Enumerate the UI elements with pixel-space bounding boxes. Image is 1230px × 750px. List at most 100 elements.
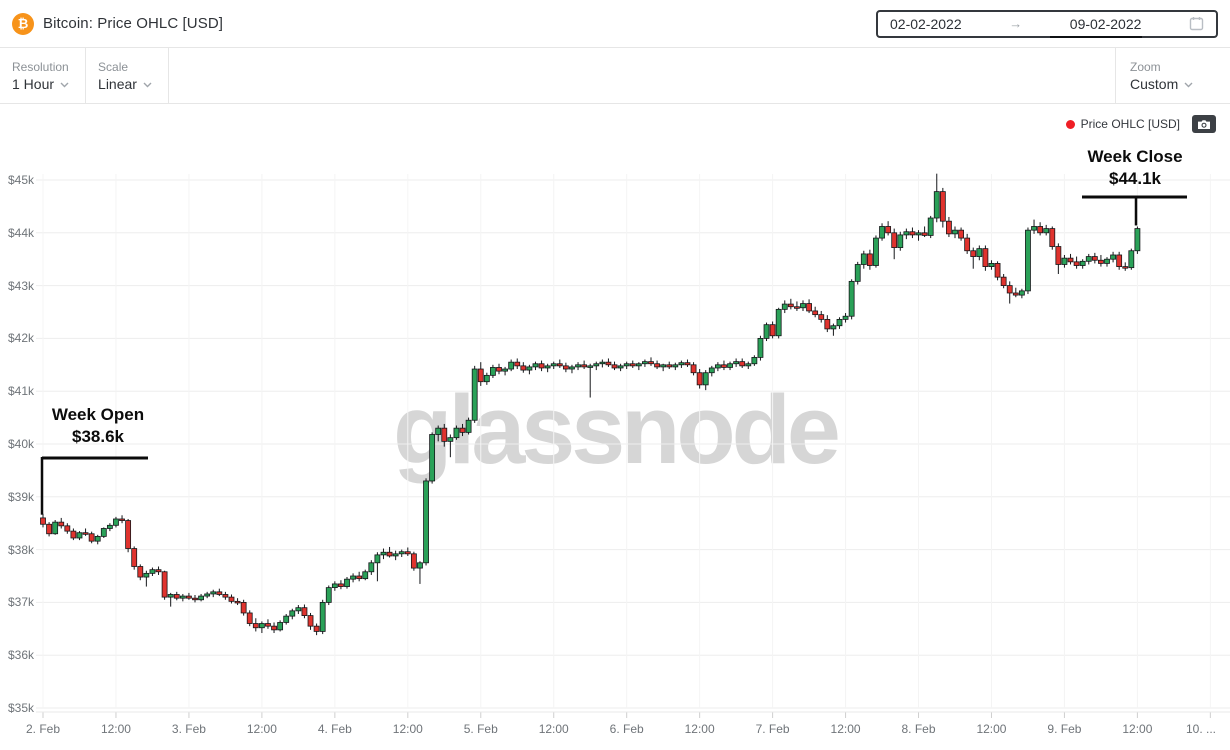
candle-body bbox=[958, 229, 964, 239]
candle-body bbox=[581, 364, 588, 368]
candle-body bbox=[562, 365, 569, 370]
candle-body bbox=[106, 524, 113, 529]
y-axis-label: $38k bbox=[8, 542, 35, 557]
candle-body bbox=[556, 363, 563, 367]
candle-body bbox=[477, 368, 484, 383]
candle-body bbox=[210, 591, 217, 595]
candle-body bbox=[216, 591, 223, 595]
scale-dropdown[interactable]: Scale Linear bbox=[86, 48, 169, 103]
candle-body bbox=[496, 367, 502, 372]
x-axis-label: 8. Feb bbox=[901, 722, 936, 736]
candle-body bbox=[745, 363, 752, 367]
y-axis-label: $39k bbox=[8, 489, 35, 504]
candle-body bbox=[137, 566, 144, 578]
page-title: Bitcoin: Price OHLC [USD] bbox=[43, 15, 224, 32]
candle-body bbox=[1122, 266, 1129, 269]
zoom-label: Zoom bbox=[1130, 59, 1161, 74]
chevron-down-icon bbox=[1184, 82, 1193, 87]
x-axis-label: 7. Feb bbox=[755, 722, 790, 736]
candle-body bbox=[866, 253, 873, 266]
candle-body bbox=[1104, 258, 1110, 264]
candle-body bbox=[964, 237, 971, 252]
candle-body bbox=[678, 362, 685, 366]
candle-body bbox=[721, 364, 727, 368]
candle-body bbox=[897, 234, 904, 248]
candle-body bbox=[453, 427, 460, 439]
candle-body bbox=[909, 231, 916, 236]
candle-body bbox=[1025, 229, 1031, 292]
candle-body bbox=[398, 551, 405, 555]
date-start-input[interactable]: 02-02-2022 bbox=[890, 15, 962, 32]
candle-body bbox=[970, 250, 977, 257]
candle-body bbox=[1061, 257, 1068, 265]
candle-body bbox=[100, 528, 107, 537]
candle-body bbox=[629, 363, 636, 367]
candle-body bbox=[258, 623, 265, 629]
candle-body bbox=[1006, 285, 1013, 294]
candle-body bbox=[1012, 292, 1019, 296]
y-axis-label: $45k bbox=[8, 173, 35, 187]
candle-body bbox=[830, 325, 837, 330]
x-axis-label: 12:00 bbox=[246, 722, 277, 736]
candle-body bbox=[593, 363, 600, 367]
candle-body bbox=[672, 364, 679, 368]
candle-body bbox=[514, 361, 521, 367]
candle-body bbox=[739, 361, 746, 367]
candle-body bbox=[642, 361, 648, 365]
candle-body bbox=[982, 248, 989, 267]
y-axis-label: $41k bbox=[8, 384, 35, 399]
date-end-input[interactable]: 09-02-2022 bbox=[1069, 15, 1142, 32]
candle-body bbox=[234, 600, 241, 604]
candle-body bbox=[769, 324, 776, 337]
candle-body bbox=[173, 594, 180, 599]
candle-body bbox=[921, 232, 928, 236]
camera-button[interactable] bbox=[1192, 115, 1216, 133]
candle-body bbox=[1055, 246, 1062, 265]
candle-body bbox=[1098, 259, 1104, 264]
candle-body bbox=[1134, 228, 1141, 252]
candle-body bbox=[252, 623, 259, 629]
candle-body bbox=[179, 595, 186, 599]
candle-body bbox=[380, 551, 387, 556]
candle-body bbox=[192, 597, 198, 601]
candle-body bbox=[313, 625, 320, 632]
candle-body bbox=[1128, 250, 1135, 269]
candle-body bbox=[386, 551, 393, 557]
resolution-dropdown[interactable]: Resolution 1 Hour bbox=[0, 48, 87, 103]
candle-body bbox=[903, 231, 910, 236]
bitcoin-icon: ₿ bbox=[12, 12, 34, 35]
candle-body bbox=[714, 364, 721, 369]
zoom-value: Custom bbox=[1130, 75, 1179, 92]
candle-body bbox=[410, 553, 417, 569]
resolution-label: Resolution bbox=[12, 59, 69, 74]
y-axis-label: $35k bbox=[8, 701, 35, 715]
zoom-dropdown[interactable]: Zoom Custom bbox=[1115, 48, 1230, 103]
candle-body bbox=[617, 365, 624, 369]
legend-label: Price OHLC [USD] bbox=[1080, 117, 1180, 131]
candle-body bbox=[873, 237, 879, 266]
legend-item-price-ohlc[interactable]: Price OHLC [USD] bbox=[1065, 117, 1180, 131]
candle-body bbox=[58, 521, 65, 527]
candle-body bbox=[447, 437, 454, 442]
calendar-icon[interactable] bbox=[1189, 16, 1204, 31]
candle-body bbox=[824, 318, 831, 330]
candle-body bbox=[76, 532, 83, 539]
candle-body bbox=[362, 571, 369, 580]
candle-body bbox=[708, 367, 715, 374]
candle-body bbox=[575, 364, 581, 368]
candle-body bbox=[508, 361, 515, 370]
date-range-picker[interactable]: 02-02-2022 → 09-02-2022 bbox=[876, 9, 1218, 38]
candle-body bbox=[441, 427, 448, 442]
candle-body bbox=[374, 554, 381, 564]
candle-body bbox=[696, 372, 703, 386]
candle-body bbox=[240, 601, 247, 614]
candle-body bbox=[1079, 260, 1086, 266]
candle-body bbox=[459, 427, 466, 433]
candle-body bbox=[331, 583, 338, 589]
chart-area: glassnode Price OHLC [USD] Week Open $38… bbox=[0, 104, 1230, 750]
x-axis-label: 12:00 bbox=[684, 722, 715, 736]
candle-body bbox=[271, 625, 277, 631]
candle-body bbox=[520, 365, 527, 371]
candle-body bbox=[635, 363, 642, 367]
candlestick-plot[interactable] bbox=[0, 104, 1230, 750]
